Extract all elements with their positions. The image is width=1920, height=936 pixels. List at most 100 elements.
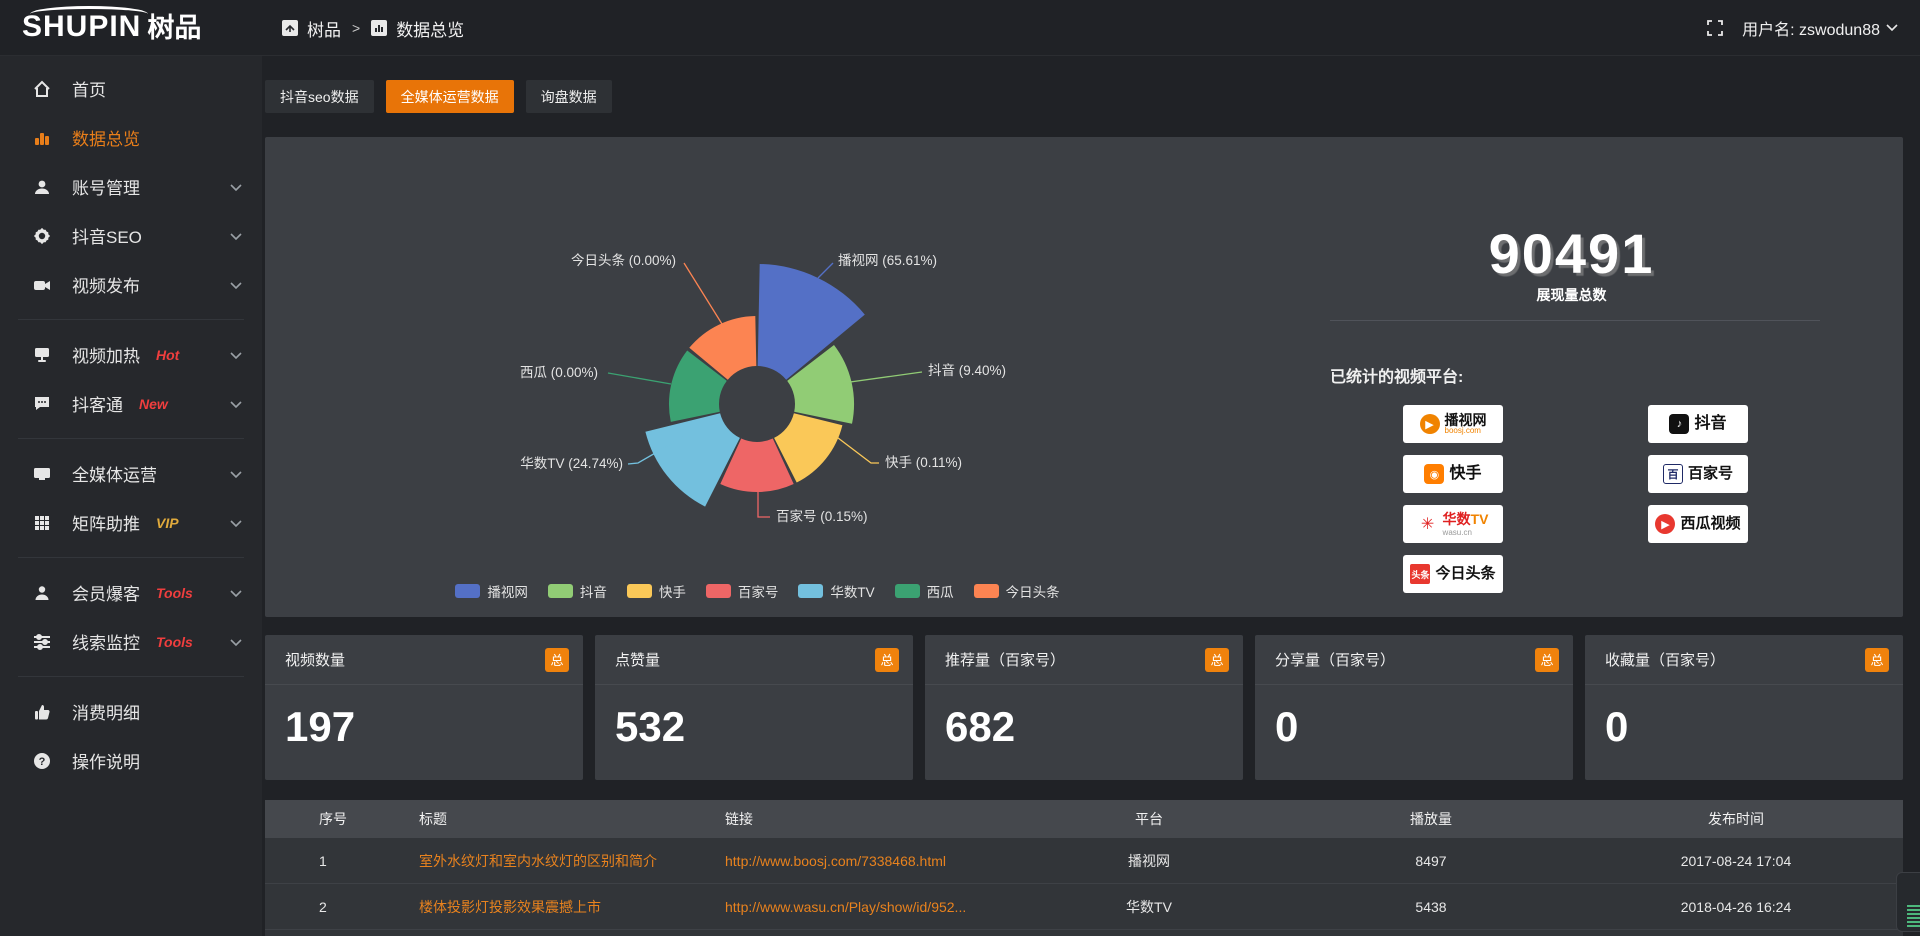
total-badge[interactable]: 总 [1865,647,1889,672]
legend-item[interactable]: 播视网 [455,581,528,601]
pie-slice-今日头条[interactable] [689,316,757,380]
sidebar-item-video-publish[interactable]: 视频发布 [0,260,262,309]
stat-card-likes: 点赞量 总 532 [595,635,913,780]
video-camera-icon [32,275,52,295]
app-logo[interactable]: SHUPIN 树品 [22,6,201,44]
cell-title-link[interactable]: 室外水纹灯和室内水纹灯的区别和简介 [419,852,657,869]
pie-label-快手: 快手 (0.11%) [885,455,962,470]
sidebar-item-matrix-boost[interactable]: 矩阵助推 VIP [0,498,262,547]
sidebar-item-douketong[interactable]: 抖客通 New [0,379,262,428]
baijiahao-icon: 百 [1662,464,1683,484]
pie-label-抖音: 抖音 (9.40%) [928,362,1006,378]
data-tabs: 抖音seo数据 全媒体运营数据 询盘数据 [265,80,612,113]
pie-slice-西瓜[interactable] [668,350,727,422]
sidebar-item-home[interactable]: 首页 [0,64,262,113]
sidebar-item-label: 会员爆客 [72,585,140,604]
sidebar-item-clue-monitor[interactable]: 线索监控 Tools [0,617,262,666]
user-menu[interactable]: 用户名: zswodun88 [1742,16,1898,40]
sidebar-item-label: 消费明细 [72,704,140,723]
platform-badge-kuaishou: ◉ 快手 [1403,455,1503,493]
legend-swatch [798,584,824,598]
sidebar-item-omni-media[interactable]: 全媒体运营 [0,449,262,498]
tools-badge: Tools [156,633,193,650]
video-data-table: 序号 标题 链接 平台 播放量 发布时间 1 室外水纹灯和室内水纹灯的区别和简介… [265,800,1903,936]
sidebar-item-consumption[interactable]: 消费明细 [0,687,262,736]
platform-badge-boosj: ▶ 播视网 boosj.com [1403,405,1503,443]
chevron-down-icon [230,394,242,414]
total-badge[interactable]: 总 [1535,647,1559,672]
impressions-total-value: 90491 [1488,222,1655,285]
cell-no: 1 [319,852,327,869]
stat-label: 视频数量 [285,652,346,669]
tab-omni-media[interactable]: 全媒体运营数据 [385,80,514,113]
sidebar-item-member[interactable]: 会员爆客 Tools [0,568,262,617]
new-badge: New [139,395,168,412]
sidebar-divider [18,319,244,320]
table-header-row: 序号 标题 链接 平台 播放量 发布时间 [265,800,1903,838]
boosj-icon: ▶ [1419,414,1440,434]
total-badge[interactable]: 总 [1205,647,1229,672]
platform-badge-douyin: ♪ 抖音 [1648,405,1748,443]
cell-plays: 5438 [1415,898,1447,915]
display-icon [32,345,52,365]
tab-inquiry[interactable]: 询盘数据 [525,80,612,113]
tab-douyin-seo[interactable]: 抖音seo数据 [265,80,374,113]
sidebar-item-account[interactable]: 账号管理 [0,162,262,211]
cell-title-link[interactable]: 楼体投影灯投影效果震撼上市 [419,898,601,915]
pie-label-百家号: 百家号 (0.15%) [776,508,868,524]
legend-item[interactable]: 百家号 [705,581,778,601]
chevron-down-icon [230,345,242,365]
sidebar-item-label: 首页 [72,81,106,100]
top-header: SHUPIN 树品 树品 > 数据总览 用户名: zswodun88 [0,0,1920,56]
sidebar-item-help[interactable]: ? 操作说明 [0,736,262,785]
vip-badge: VIP [156,514,179,531]
pie-label-西瓜: 西瓜 (0.00%) [520,365,598,380]
total-badge[interactable]: 总 [545,647,569,672]
chevron-down-icon [230,226,242,246]
legend-item[interactable]: 西瓜 [894,581,954,601]
col-header-no: 序号 [319,811,347,827]
widget-bars [1907,905,1920,907]
pie-slice-快手[interactable] [774,413,843,483]
sidebar-item-data-overview[interactable]: 数据总览 [0,113,262,162]
platform-share-pie-chart: 播视网 (65.61%) 抖音 (9.40%) 快手 (0.11%) 百家号 (0.1… [520,252,1006,524]
col-header-link: 链接 [725,811,753,827]
legend-item[interactable]: 快手 [626,581,686,601]
stat-card-shares: 分享量（百家号） 总 0 [1255,635,1573,780]
pie-label-今日头条: 今日头条 (0.00%) [571,252,676,268]
legend-swatch [547,584,573,598]
legend-swatch [626,584,652,598]
pie-slice-百家号[interactable] [720,438,794,493]
floating-helper-widget[interactable] [1896,872,1920,932]
legend-item[interactable]: 今日头条 [973,581,1060,601]
logo-arc-decoration [30,6,148,22]
chevron-down-icon [230,177,242,197]
breadcrumb-item-root[interactable]: 树品 [307,20,341,40]
sidebar-item-label: 抖音SEO [72,228,142,247]
table-row: 2 楼体投影灯投影效果震撼上市 http://www.wasu.cn/Play/… [265,884,1903,930]
pie-label-华数TV: 华数TV (24.74%) [520,456,623,471]
pie-slice-抖音[interactable] [787,345,855,424]
cell-url-link[interactable]: http://www.wasu.cn/Play/show/id/952... [725,898,967,915]
fullscreen-icon[interactable] [1706,19,1724,37]
cell-time: 2017-08-24 17:04 [1680,852,1792,869]
legend-item[interactable]: 华数TV [798,581,875,601]
sidebar-item-label: 线索监控 [72,634,140,653]
legend-swatch [705,584,731,598]
sidebar-item-video-heat[interactable]: 视频加热 Hot [0,330,262,379]
cell-platform: 华数TV [1126,898,1172,915]
legend-item[interactable]: 抖音 [547,581,607,601]
sidebar-item-douyin-seo[interactable]: 抖音SEO [0,211,262,260]
total-badge[interactable]: 总 [875,647,899,672]
platform-badge-baijiahao: 百 百家号 [1648,455,1748,493]
platform-badge-wasu: ✳ 华数TV wasu.cn [1403,505,1503,543]
chevron-down-icon [230,513,242,533]
chevron-down-icon [230,632,242,652]
pie-slice-华数TV[interactable] [645,413,740,507]
cell-url-link[interactable]: http://www.boosj.com/7338468.html [725,852,947,869]
pie-label-line [627,436,684,465]
pie-slice-播视网[interactable] [757,264,865,380]
header-right: 用户名: zswodun88 [1706,0,1898,56]
sidebar-item-label: 抖客通 [72,396,123,415]
cell-no: 2 [319,898,327,915]
